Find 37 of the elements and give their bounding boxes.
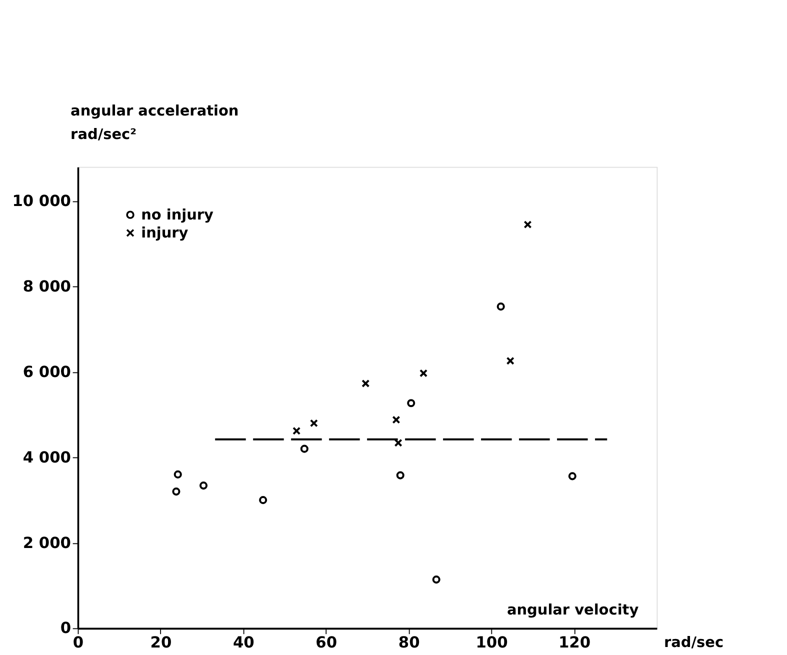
x-tick-label: 120 (558, 634, 591, 652)
point (310, 419, 318, 428)
x-tick-label: 40 (232, 634, 254, 652)
y-tick-label: 10 000 (12, 192, 72, 210)
point (496, 302, 505, 311)
point (419, 369, 428, 378)
y-tick-label: 4 000 (22, 448, 72, 466)
point (568, 472, 576, 480)
x-tick-label: 0 (72, 634, 84, 652)
y-tick-label: 0 (60, 619, 72, 638)
point (394, 438, 402, 447)
point (259, 496, 268, 504)
point (300, 444, 308, 453)
point (432, 576, 440, 584)
text: rad/sec (664, 635, 724, 652)
point (362, 379, 370, 388)
point (392, 416, 400, 424)
x-tick-label: 100 (476, 634, 508, 652)
x-tick-label: 20 (150, 634, 172, 652)
y-tick-label: 6 000 (22, 362, 72, 381)
legend-label: no injury (141, 207, 214, 224)
x-tick-label: 80 (398, 634, 420, 652)
point (199, 482, 208, 490)
y-axis-title: angular acceleration (70, 103, 239, 120)
x-axis-title: angular velocity (506, 602, 640, 619)
point (506, 356, 514, 365)
text: rad/sec² (70, 126, 136, 143)
x-tick-label: 60 (316, 634, 338, 652)
y-tick-label: 2 000 (22, 534, 72, 552)
point (396, 471, 404, 480)
y-tick-label: 8 000 (22, 277, 72, 296)
point (524, 220, 532, 229)
point (407, 399, 416, 408)
point (172, 488, 180, 496)
legend-label: injury (141, 225, 189, 242)
point (174, 470, 182, 478)
point (292, 426, 301, 435)
